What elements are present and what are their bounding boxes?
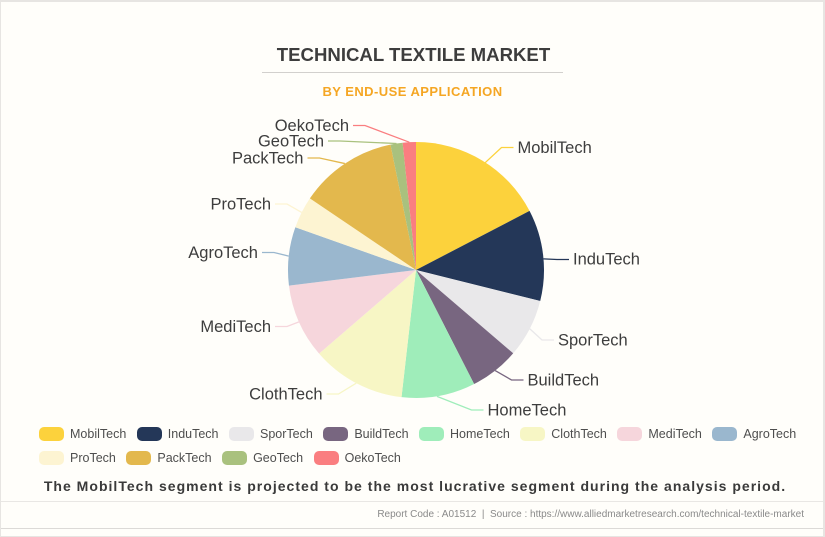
svg-text:PackTech: PackTech	[232, 150, 304, 168]
svg-text:AgroTech: AgroTech	[188, 244, 258, 262]
svg-text:SporTech: SporTech	[558, 332, 628, 350]
svg-text:HomeTech: HomeTech	[488, 402, 567, 420]
svg-text:GeoTech: GeoTech	[258, 133, 324, 151]
svg-text:OekoTech: OekoTech	[275, 117, 349, 135]
svg-text:MobilTech: MobilTech	[518, 139, 592, 157]
svg-text:MediTech: MediTech	[200, 318, 271, 336]
svg-text:ClothTech: ClothTech	[249, 386, 322, 404]
svg-text:ProTech: ProTech	[210, 196, 271, 214]
svg-text:InduTech: InduTech	[573, 251, 640, 269]
svg-text:BuildTech: BuildTech	[528, 372, 600, 390]
